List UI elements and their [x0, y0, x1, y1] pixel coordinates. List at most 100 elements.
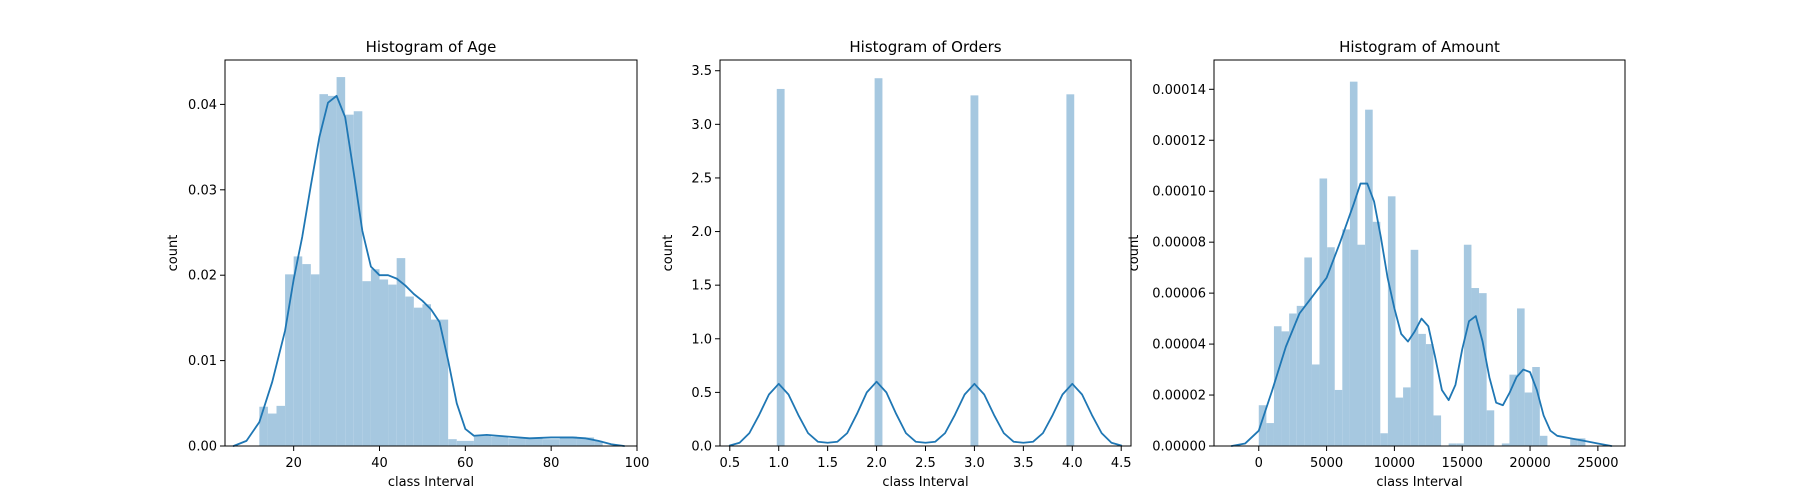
histogram-bar [1471, 288, 1480, 446]
x-tick-label: 3.0 [964, 456, 985, 471]
kde-line [232, 94, 626, 447]
histogram-bar [1380, 433, 1388, 446]
histogram-bar [1372, 221, 1381, 446]
y-axis-label: count [661, 235, 676, 272]
histogram-bar [1418, 333, 1426, 446]
histogram-bar [1410, 249, 1419, 446]
histogram-bar [1365, 109, 1373, 447]
histogram-bar [276, 405, 286, 446]
histogram-bar [559, 436, 577, 446]
histogram-bar [1349, 81, 1358, 446]
histogram-bar [1570, 438, 1578, 446]
y-tick-label: 0.02 [188, 269, 217, 284]
histogram-bar [293, 256, 303, 446]
y-tick-label: 0.5 [691, 386, 712, 401]
histogram-bar [456, 440, 474, 446]
histogram-bar [267, 413, 277, 446]
histogram-bar [473, 435, 492, 446]
y-tick-label: 3.0 [691, 118, 712, 133]
chart-panel-1: 20 40 60 80 100 0.00 0.01 0.02 0.03 0.04 Histogram… [166, 38, 649, 490]
histogram-bar [422, 304, 431, 446]
histogram-bar [379, 279, 389, 446]
histogram-bar [336, 77, 346, 446]
x-tick-label: 60 [457, 456, 474, 471]
histogram-bar [370, 269, 380, 446]
y-tick-label: 0.00 [188, 440, 217, 455]
histogram-bar [1342, 229, 1350, 446]
histogram-bar [542, 439, 560, 446]
histogram-bar [576, 437, 595, 446]
x-tick-label: 100 [625, 456, 650, 471]
histogram-bar [319, 94, 328, 446]
histogram-bar [1479, 293, 1487, 446]
histogram-bar [353, 111, 363, 447]
x-tick-label: 3.5 [1013, 456, 1034, 471]
y-tick-label: 0.00004 [1152, 338, 1206, 353]
x-tick-label: 2.0 [866, 456, 887, 471]
x-tick-label: 80 [543, 456, 560, 471]
x-tick-label: 1.0 [768, 456, 789, 471]
histogram-bar [259, 406, 268, 446]
histogram-bar [285, 274, 294, 446]
histogram-bar [388, 284, 397, 446]
histogram-bar [439, 319, 449, 446]
histogram-bar [1334, 389, 1343, 446]
histogram-bar [1433, 415, 1442, 446]
histogram-bar [508, 438, 526, 446]
axes-frame [1213, 59, 1626, 447]
histogram-bar [874, 78, 883, 446]
x-tick-label: 1.5 [817, 456, 838, 471]
x-tick-label: 10000 [1374, 456, 1415, 471]
y-tick-label: 0.00010 [1152, 185, 1206, 200]
y-axis-label: count [1127, 235, 1142, 272]
histogram-bar [1296, 305, 1305, 446]
histogram-bar [1266, 423, 1274, 446]
kde-line [1230, 182, 1613, 447]
x-tick-label: 20 [285, 456, 302, 471]
histogram-bar [328, 95, 337, 447]
y-tick-label: 0.03 [188, 183, 217, 198]
y-tick-label: 2.0 [691, 225, 712, 240]
histogram-bar [1517, 308, 1525, 446]
histogram-bar [362, 281, 371, 446]
histogram-bar [1425, 344, 1434, 446]
histogram-bar [1258, 405, 1267, 446]
histogram-bar [1066, 94, 1075, 446]
histogram-bar [310, 274, 320, 446]
kde-line [728, 380, 1123, 447]
histogram-bar [1273, 326, 1282, 446]
y-tick-label: 0.00014 [1152, 83, 1206, 98]
histogram-bar [1395, 397, 1404, 446]
x-tick-label: 4.5 [1111, 456, 1132, 471]
y-tick-label: 3.5 [691, 64, 712, 79]
histogram-bar [1311, 364, 1320, 446]
y-tick-label: 0.01 [188, 354, 217, 369]
histogram-bar [405, 296, 414, 446]
histogram-bar [776, 88, 785, 446]
x-axis-label: class Interval [1376, 475, 1462, 490]
histogram-bar [1532, 367, 1540, 446]
x-tick-label: 40 [371, 456, 388, 471]
histogram-bar [1463, 244, 1472, 446]
y-tick-label: 0.04 [188, 98, 217, 113]
histogram-bar [525, 437, 543, 446]
y-tick-label: 1.0 [691, 332, 712, 347]
x-tick-label: 5000 [1310, 456, 1343, 471]
chart-title: Histogram of Orders [849, 38, 1001, 56]
histogram-bar [1486, 410, 1495, 446]
histogram-bar [1357, 244, 1366, 446]
y-tick-label: 1.5 [691, 279, 712, 294]
histogram-bar [413, 307, 423, 446]
y-tick-label: 0.00008 [1152, 236, 1206, 251]
histogram-bar [448, 439, 457, 446]
histogram-bar [1403, 387, 1411, 446]
histogram-bar [1304, 257, 1312, 446]
x-tick-label: 20000 [1509, 456, 1550, 471]
histogram-bar [345, 114, 354, 447]
x-tick-label: 2.5 [915, 456, 936, 471]
histogram-bar [1327, 247, 1335, 446]
histogram-bar [1539, 435, 1548, 446]
chart-panel-3: 0 5000 10000 15000 20000 25000 0.00000 0.00002 0… [1127, 38, 1626, 490]
y-tick-label: 0.00002 [1152, 389, 1206, 404]
